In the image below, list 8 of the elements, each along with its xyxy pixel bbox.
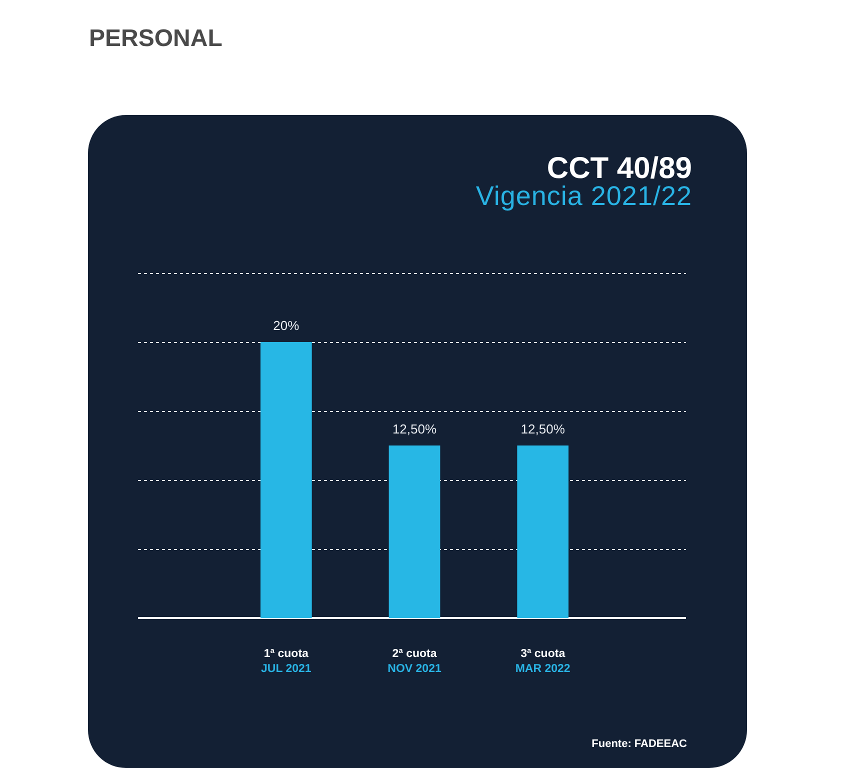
x-tick-label: 1ª cuota JUL 2021 xyxy=(261,648,312,676)
source-note: Fuente: FADEEAC xyxy=(592,738,687,750)
data-label: 12,50% xyxy=(520,422,566,437)
x-tick-label: 3ª cuota MAR 2022 xyxy=(515,648,570,676)
x-tick-label: 2ª cuota NOV 2021 xyxy=(388,648,442,676)
text: PERSONAL xyxy=(89,25,222,52)
data-label: 20% xyxy=(273,318,300,334)
data-label: 12,50% xyxy=(392,422,437,437)
